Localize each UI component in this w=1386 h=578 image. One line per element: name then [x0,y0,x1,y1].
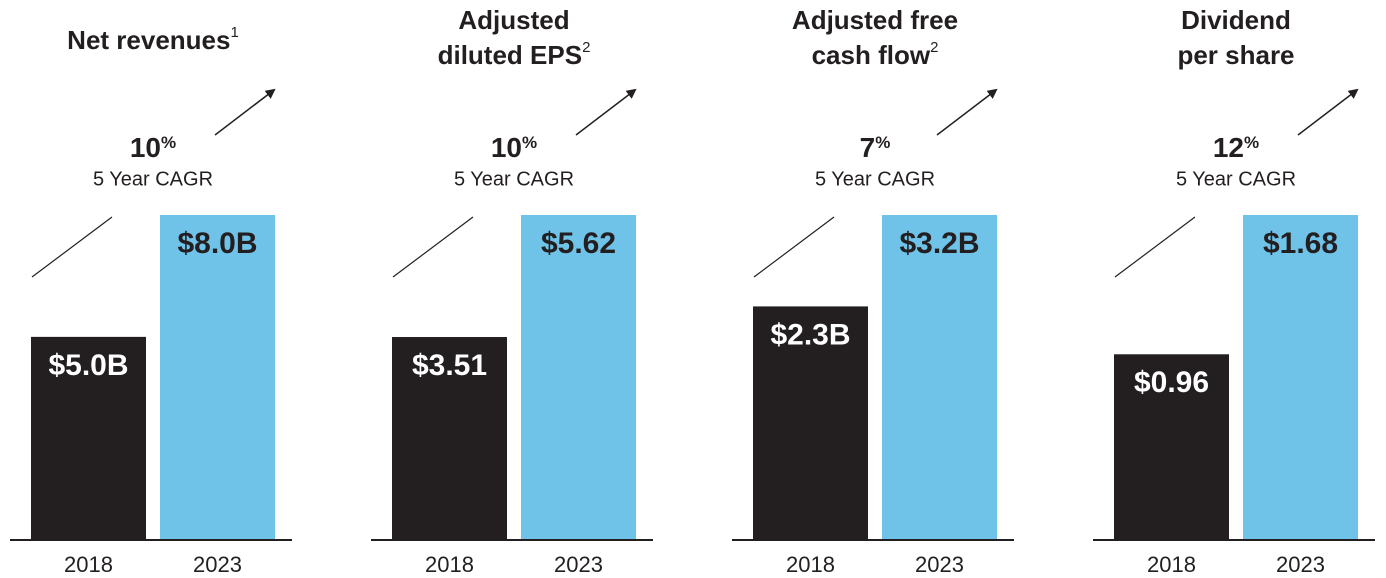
cagr-label: 5 Year CAGR [815,168,935,190]
bar [392,337,507,540]
cagr-value: 7% [860,132,891,163]
value-label: $3.51 [412,349,487,382]
bar [521,215,636,540]
cagr-label: 5 Year CAGR [93,168,213,190]
value-label: $2.3B [770,318,850,351]
cagr-number: 7 [860,132,876,163]
title-text: Adjusted free [792,5,958,35]
trend-line [1114,216,1196,278]
value-label: $5.0B [48,349,128,382]
panel-title: diluted EPS2 [438,39,591,70]
bar [882,215,997,540]
panel-title: Dividend [1181,5,1291,35]
arrow [936,88,998,136]
x-tick-label: 2018 [425,552,474,577]
bar [160,215,275,540]
title-text: Adjusted [458,5,569,35]
title-text: per share [1177,40,1294,70]
value-label: $3.2B [899,227,979,260]
title-text: Dividend [1181,5,1291,35]
panel-title: Net revenues1 [67,24,239,55]
title-text: Net revenues [67,25,230,55]
cagr-unit: % [875,133,890,152]
title-footnote: 1 [230,24,238,41]
panel-title: Adjusted free [792,5,958,35]
bar [753,306,868,540]
title-text: diluted EPS [438,40,582,70]
x-tick-label: 2023 [915,552,964,577]
title-footnote: 2 [930,39,938,56]
x-tick-label: 2018 [786,552,835,577]
cagr-value: 10% [130,132,176,163]
panel-title: Adjusted [458,5,569,35]
bar [1243,215,1358,540]
cagr-label: 5 Year CAGR [1176,168,1296,190]
x-tick-label: 2023 [193,552,242,577]
arrow [214,88,276,136]
x-tick-label: 2018 [1147,552,1196,577]
trend-line [753,216,835,278]
arrow [575,88,637,136]
x-tick-label: 2023 [1276,552,1325,577]
bar [31,336,146,540]
title-footnote: 2 [582,39,590,56]
value-label: $1.68 [1263,227,1338,260]
bar [1114,354,1229,540]
title-text: cash flow [812,40,931,70]
trend-line [31,216,113,278]
cagr-label: 5 Year CAGR [454,168,574,190]
panel-title: cash flow2 [812,39,939,70]
cagr-number: 10 [491,132,522,163]
x-tick-label: 2018 [64,552,113,577]
value-label: $0.96 [1134,366,1209,399]
x-tick-label: 2023 [554,552,603,577]
cagr-unit: % [161,133,176,152]
cagr-number: 10 [130,132,161,163]
panel-title: per share [1177,40,1294,70]
cagr-unit: % [522,133,537,152]
cagr-value: 10% [491,132,537,163]
cagr-unit: % [1244,133,1259,152]
value-label: $5.62 [541,227,616,260]
cagr-value: 12% [1213,132,1259,163]
arrow [1297,88,1359,136]
value-label: $8.0B [177,227,257,260]
cagr-number: 12 [1213,132,1244,163]
trend-line [392,216,474,278]
